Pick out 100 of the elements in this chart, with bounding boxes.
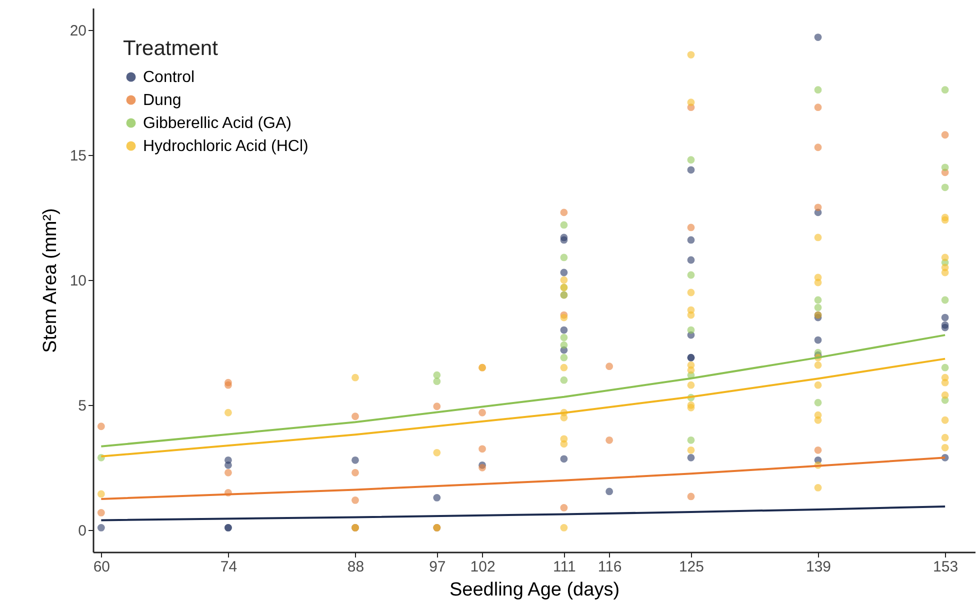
x-tick-label: 88 <box>347 558 364 576</box>
point <box>433 378 441 386</box>
point <box>687 271 695 279</box>
point <box>224 461 232 469</box>
point <box>224 468 232 476</box>
legend-label: Gibberellic Acid (GA) <box>143 115 292 132</box>
x-axis-title: Seedling Age (days) <box>449 580 620 600</box>
point <box>97 509 105 516</box>
point <box>560 254 568 262</box>
point <box>941 434 949 442</box>
point <box>814 34 822 41</box>
point <box>814 416 822 424</box>
y-tick-label: 15 <box>70 147 86 164</box>
point <box>687 288 695 296</box>
point <box>560 364 568 372</box>
point <box>814 204 822 212</box>
legend-label: Dung <box>143 92 182 109</box>
x-tick-label: 60 <box>93 558 110 576</box>
point <box>224 381 232 389</box>
point <box>224 408 232 416</box>
line-series <box>100 505 946 522</box>
point <box>814 234 822 242</box>
point <box>687 156 695 164</box>
y-tick-label: 10 <box>70 272 86 290</box>
point <box>941 378 949 386</box>
point <box>560 268 568 276</box>
point <box>560 504 568 512</box>
point <box>433 494 441 502</box>
point <box>814 398 822 406</box>
point <box>941 416 949 424</box>
point <box>560 236 568 244</box>
point <box>478 464 486 472</box>
point <box>352 468 359 476</box>
x-tick-label: 102 <box>470 558 496 576</box>
point <box>97 422 105 430</box>
line-series <box>100 334 946 448</box>
y-tick-label: 20 <box>70 22 86 40</box>
point <box>941 86 949 94</box>
point <box>941 314 949 322</box>
point <box>687 98 695 106</box>
point <box>814 296 822 304</box>
point <box>560 455 568 463</box>
y-tick-label: 5 <box>78 398 86 415</box>
point <box>814 304 822 312</box>
point <box>814 86 822 94</box>
point <box>941 216 949 224</box>
point <box>814 144 822 152</box>
point <box>814 484 822 492</box>
point <box>814 446 822 454</box>
point <box>560 354 568 362</box>
point <box>560 334 568 342</box>
point <box>433 448 441 456</box>
point <box>560 221 568 229</box>
point <box>606 362 614 370</box>
point <box>97 490 105 498</box>
x-tick-label: 74 <box>220 558 238 576</box>
point <box>687 326 695 334</box>
point <box>97 524 105 532</box>
point <box>941 184 949 192</box>
legend-label: Control <box>143 69 195 86</box>
point <box>687 436 695 444</box>
legend-title: Treatment <box>123 37 218 60</box>
x-tick-label: 111 <box>553 558 576 576</box>
point <box>352 374 359 382</box>
point <box>560 314 568 322</box>
legend-label: Hydrochloric Acid (HCl) <box>143 138 308 155</box>
x-tick-label: 139 <box>806 558 832 576</box>
point <box>941 164 949 172</box>
point <box>352 412 359 420</box>
point <box>687 256 695 264</box>
point <box>941 391 949 399</box>
point <box>433 402 441 410</box>
point <box>941 296 949 304</box>
point <box>941 444 949 452</box>
point <box>352 456 359 464</box>
point <box>941 268 949 276</box>
point <box>352 496 359 504</box>
point <box>941 324 949 332</box>
point <box>478 445 486 453</box>
x-tick-label: 125 <box>678 558 704 576</box>
point <box>687 366 695 374</box>
point <box>478 408 486 416</box>
point <box>687 311 695 319</box>
point <box>941 254 949 262</box>
point <box>687 224 695 232</box>
point <box>687 404 695 412</box>
point <box>687 381 695 389</box>
point <box>687 492 695 500</box>
point <box>814 104 822 112</box>
x-tick-label: 116 <box>598 558 622 576</box>
point <box>814 278 822 286</box>
x-tick-label: 97 <box>429 558 446 576</box>
point <box>560 326 568 334</box>
point <box>687 454 695 462</box>
point <box>687 446 695 454</box>
point <box>560 524 568 532</box>
point <box>560 414 568 422</box>
y-tick-label: 0 <box>78 522 86 540</box>
point <box>814 361 822 369</box>
point <box>941 364 949 372</box>
